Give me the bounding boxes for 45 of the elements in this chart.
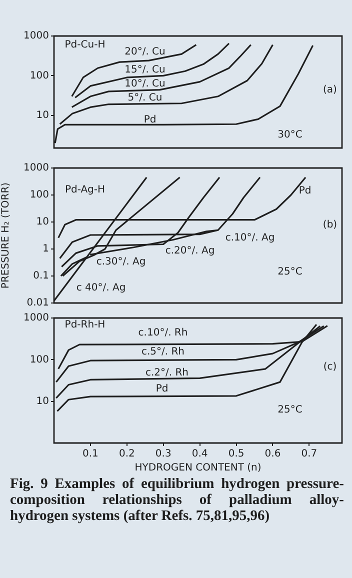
series-label: c.10°/. Rh	[138, 328, 188, 339]
annotation: 25°C	[278, 404, 302, 416]
y-tick-label: 100	[30, 70, 49, 82]
series-label: Pd	[144, 114, 156, 126]
series-label: 15°/. Cu	[124, 64, 166, 76]
annotation: (b)	[322, 220, 338, 231]
series-label: c.10°/. Ag	[225, 232, 275, 244]
annotation: Pd-Rh-H	[64, 320, 106, 331]
y-tick-label: 100	[30, 354, 49, 366]
y-tick-label: 1000	[24, 162, 49, 174]
series-label: 10°/. Cu	[124, 78, 166, 90]
y-tick-label: 1000	[24, 30, 49, 42]
y-tick-label: 100	[30, 190, 49, 201]
series-label: c.5°/. Rh	[141, 346, 185, 358]
annotation: (a)	[323, 84, 338, 96]
x-tick-label: 0.1	[82, 448, 98, 460]
series-label: Pd	[156, 384, 168, 395]
y-tick-label: 10	[36, 216, 49, 228]
y-axis-title: PRESSURE H₂ (TORR)	[0, 182, 12, 289]
series-label: c 40°/. Ag	[76, 282, 126, 294]
series-label: 5°/. Cu	[128, 92, 162, 104]
y-tick-label: 0.01	[26, 298, 49, 309]
caption: Fig. 9 Examples of equilibrium hydrogen pressure-composition relationships of palladium alloy-hydrogen systems (after Refs. 75,81,95,96)	[10, 476, 344, 524]
x-tick-label: 0.2	[118, 448, 135, 460]
x-tick-label: 0.3	[155, 448, 172, 460]
x-axis-title: HYDROGEN CONTENT (n)	[134, 462, 262, 474]
annotation: 30°C	[278, 130, 302, 141]
x-tick-label: 0.5	[228, 448, 244, 460]
series-label: Pd	[298, 186, 312, 197]
annotation: Pd-Ag-H	[64, 184, 106, 196]
x-tick-label: 0.7	[301, 448, 318, 460]
y-tick-label: 0.1	[33, 270, 49, 282]
y-tick-label: 1	[42, 244, 49, 255]
y-tick-label: 10	[36, 396, 49, 407]
annotation: Pd-Cu-H	[64, 40, 106, 51]
x-tick-label: 0.6	[264, 448, 281, 460]
y-tick-label: 1000	[24, 312, 49, 324]
series-label: c.2°/. Rh	[145, 368, 189, 379]
y-tick-label: 10	[36, 110, 49, 121]
annotation: 25°C	[278, 266, 302, 278]
series-label: c.20°/. Ag	[165, 246, 215, 257]
series-label: 20°/. Cu	[124, 46, 166, 58]
series-label: c.30°/. Ag	[96, 256, 146, 268]
x-tick-label: 0.4	[192, 448, 208, 460]
annotation: (c)	[323, 362, 337, 373]
